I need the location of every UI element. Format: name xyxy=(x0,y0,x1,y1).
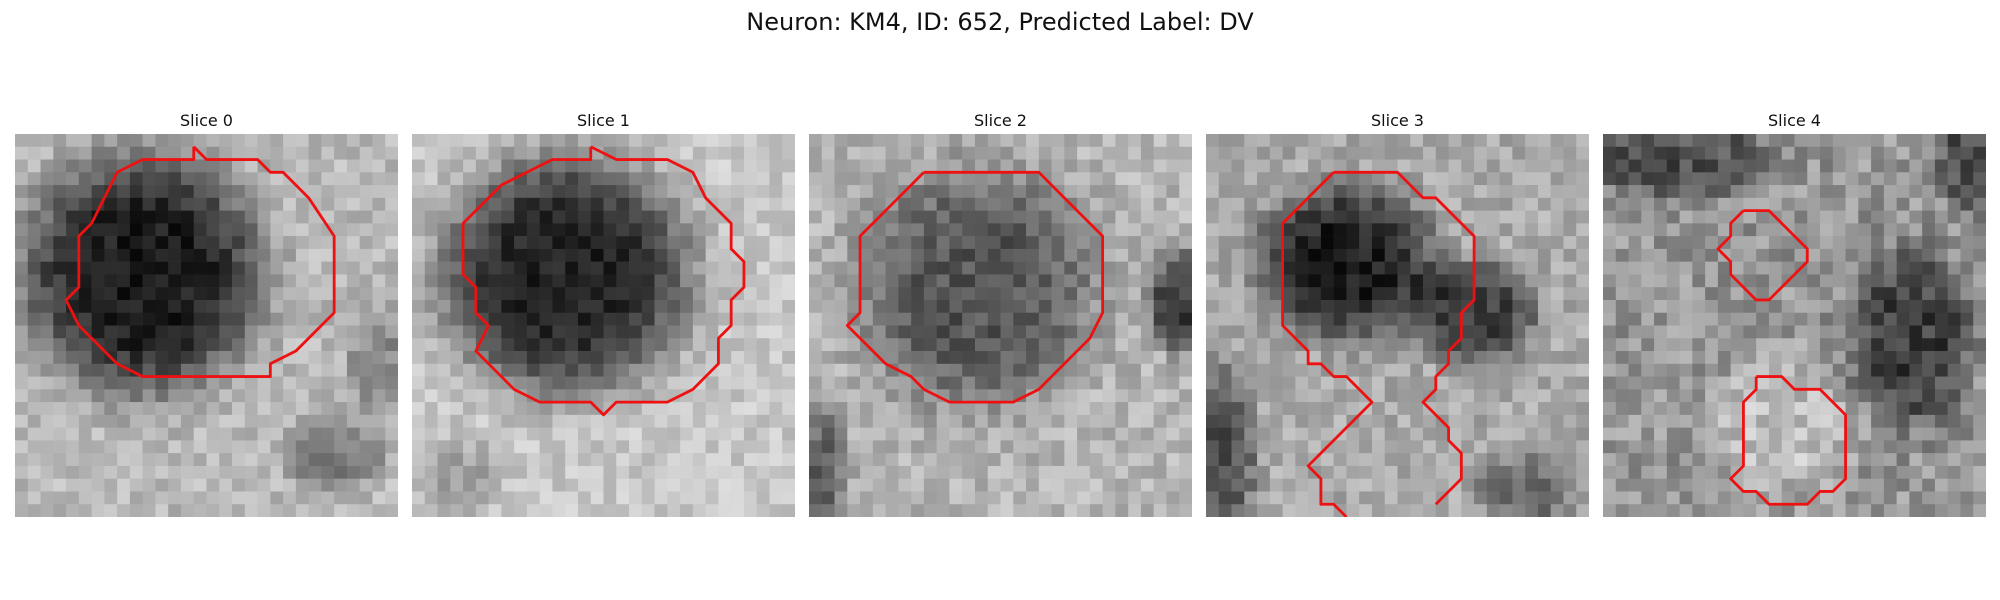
slice-image-1 xyxy=(412,134,795,517)
slice-pixels-4 xyxy=(1603,134,1986,517)
slice-title-0: Slice 0 xyxy=(180,111,233,130)
figure-title: Neuron: KM4, ID: 652, Predicted Label: D… xyxy=(746,8,1254,36)
slice-pixels-1 xyxy=(412,134,795,517)
segmentation-contour xyxy=(845,170,1105,404)
slice-image-0 xyxy=(15,134,398,517)
slice-panel-1: Slice 1 xyxy=(412,108,795,517)
slice-pixels-0 xyxy=(15,134,398,517)
segmentation-contour xyxy=(1281,171,1374,517)
segmentation-contour xyxy=(1729,375,1847,506)
segmentation-contour xyxy=(461,145,746,417)
slice-title-2: Slice 2 xyxy=(974,111,1027,130)
segmentation-contour xyxy=(1333,170,1476,506)
slice-panel-0: Slice 0 xyxy=(15,108,398,517)
slice-panel-4: Slice 4 xyxy=(1603,108,1986,517)
slice-title-1: Slice 1 xyxy=(577,111,630,130)
slice-title-4: Slice 4 xyxy=(1768,111,1821,130)
segmentation-contour xyxy=(1716,209,1809,302)
slice-panel-2: Slice 2 xyxy=(809,108,1192,517)
slice-title-3: Slice 3 xyxy=(1371,111,1424,130)
segmentation-contour xyxy=(64,145,336,378)
slice-panel-3: Slice 3 xyxy=(1206,108,1589,517)
slice-image-4 xyxy=(1603,134,1986,517)
slice-pixels-3 xyxy=(1206,134,1589,517)
slice-pixels-2 xyxy=(809,134,1192,517)
slice-image-3 xyxy=(1206,134,1589,517)
slice-image-2 xyxy=(809,134,1192,517)
